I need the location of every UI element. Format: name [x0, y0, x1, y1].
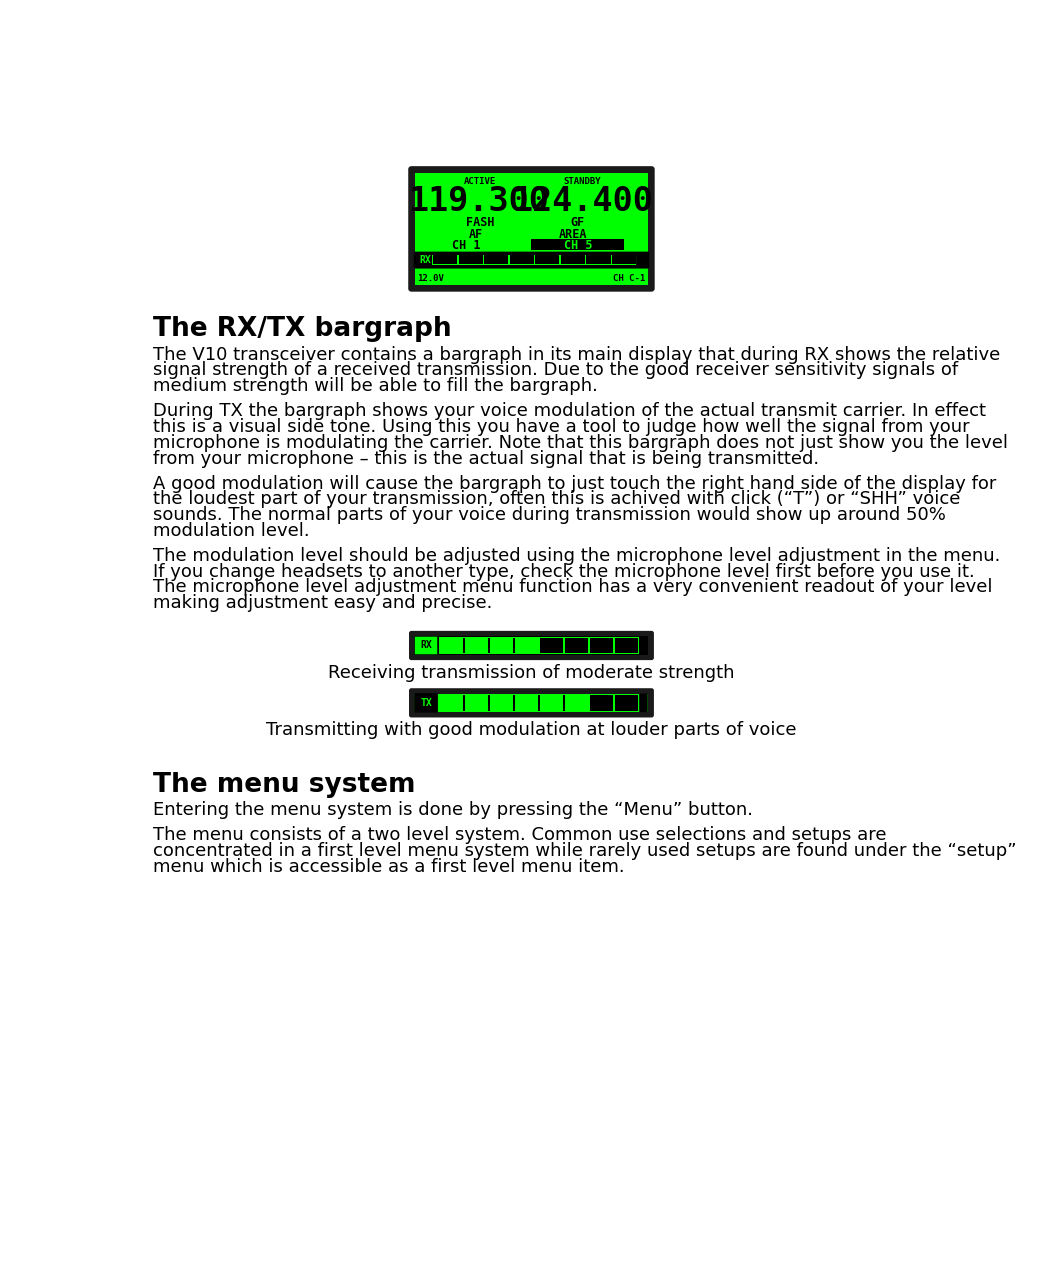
Bar: [563, 695, 565, 710]
Bar: [590, 695, 614, 710]
Bar: [612, 255, 636, 264]
Text: 124.400: 124.400: [513, 186, 654, 218]
Bar: [587, 255, 611, 264]
Text: ACTIVE: ACTIVE: [465, 177, 497, 186]
FancyBboxPatch shape: [409, 688, 654, 718]
Bar: [415, 694, 648, 712]
Text: CH 1: CH 1: [452, 240, 480, 253]
Bar: [615, 637, 639, 654]
Text: microphone is modulating the carrier. Note that this bargraph does not just show: microphone is modulating the carrier. No…: [152, 433, 1008, 451]
Bar: [510, 255, 534, 264]
Text: STANDBY: STANDBY: [564, 177, 601, 186]
Bar: [535, 255, 559, 264]
Text: making adjustment easy and precise.: making adjustment easy and precise.: [152, 595, 493, 613]
Bar: [532, 238, 624, 250]
FancyBboxPatch shape: [639, 694, 648, 712]
Text: 12.0V: 12.0V: [418, 274, 445, 283]
FancyBboxPatch shape: [409, 631, 654, 660]
Text: The microphone level adjustment menu function has a very convenient readout of y: The microphone level adjustment menu fun…: [152, 578, 992, 596]
Bar: [488, 637, 491, 654]
Text: The RX/TX bargraph: The RX/TX bargraph: [152, 317, 451, 342]
Text: The menu consists of a two level system. Common use selections and setups are: The menu consists of a two level system.…: [152, 826, 887, 844]
FancyBboxPatch shape: [415, 694, 438, 712]
Bar: [464, 695, 465, 710]
Text: from your microphone – this is the actual signal that is being transmitted.: from your microphone – this is the actua…: [152, 450, 819, 468]
Text: this is a visual side tone. Using this you have a tool to judge how well the sig: this is a visual side tone. Using this y…: [152, 418, 970, 436]
Text: During TX the bargraph shows your voice modulation of the actual transmit carrie: During TX the bargraph shows your voice …: [152, 403, 986, 420]
Text: sounds. The normal parts of your voice during transmission would show up around : sounds. The normal parts of your voice d…: [152, 506, 946, 524]
Text: GF: GF: [570, 217, 585, 229]
Text: The V10 transceiver contains a bargraph in its main display that during RX shows: The V10 transceiver contains a bargraph …: [152, 346, 1000, 364]
Text: CH C-1: CH C-1: [613, 274, 645, 283]
Bar: [615, 695, 639, 710]
Bar: [464, 637, 465, 654]
Text: The modulation level should be adjusted using the microphone level adjustment in: The modulation level should be adjusted …: [152, 547, 1001, 565]
Text: RX: RX: [420, 641, 432, 650]
FancyBboxPatch shape: [414, 251, 649, 268]
Bar: [538, 695, 540, 710]
Text: concentrated in a first level menu system while rarely used setups are found und: concentrated in a first level menu syste…: [152, 842, 1016, 860]
Text: Entering the menu system is done by pressing the “Menu” button.: Entering the menu system is done by pres…: [152, 801, 753, 819]
Text: 119.300: 119.300: [409, 186, 550, 218]
Text: FASH: FASH: [466, 217, 495, 229]
Bar: [590, 637, 614, 654]
FancyBboxPatch shape: [636, 254, 645, 265]
Bar: [432, 255, 637, 264]
Text: The menu system: The menu system: [152, 772, 416, 797]
Text: RX: RX: [419, 255, 430, 265]
Bar: [433, 255, 457, 264]
FancyBboxPatch shape: [639, 636, 648, 655]
Bar: [415, 173, 648, 285]
Text: AREA: AREA: [559, 228, 588, 241]
Text: AF: AF: [469, 228, 483, 241]
Bar: [561, 255, 585, 264]
Text: signal strength of a received transmission. Due to the good receiver sensitivity: signal strength of a received transmissi…: [152, 362, 958, 379]
Bar: [488, 695, 491, 710]
FancyBboxPatch shape: [415, 636, 438, 655]
Bar: [415, 636, 648, 655]
Text: Receiving transmission of moderate strength: Receiving transmission of moderate stren…: [329, 664, 734, 682]
Text: the loudest part of your transmission, often this is achived with click (“T”) or: the loudest part of your transmission, o…: [152, 490, 960, 509]
Bar: [513, 637, 515, 654]
Text: CH 5: CH 5: [564, 240, 592, 253]
Text: TX: TX: [420, 697, 432, 708]
Text: Transmitting with good modulation at louder parts of voice: Transmitting with good modulation at lou…: [267, 722, 796, 740]
Bar: [440, 637, 639, 654]
Text: If you change headsets to another type, check the microphone level first before : If you change headsets to another type, …: [152, 563, 975, 581]
Text: modulation level.: modulation level.: [152, 522, 309, 540]
Bar: [540, 637, 563, 654]
Text: A good modulation will cause the bargraph to just touch the right hand side of t: A good modulation will cause the bargrap…: [152, 474, 997, 492]
Text: medium strength will be able to fill the bargraph.: medium strength will be able to fill the…: [152, 377, 597, 395]
Bar: [458, 255, 482, 264]
Bar: [565, 637, 588, 654]
Text: menu which is accessible as a first level menu item.: menu which is accessible as a first leve…: [152, 858, 624, 876]
FancyBboxPatch shape: [409, 167, 654, 292]
Bar: [484, 255, 508, 264]
Bar: [513, 695, 515, 710]
